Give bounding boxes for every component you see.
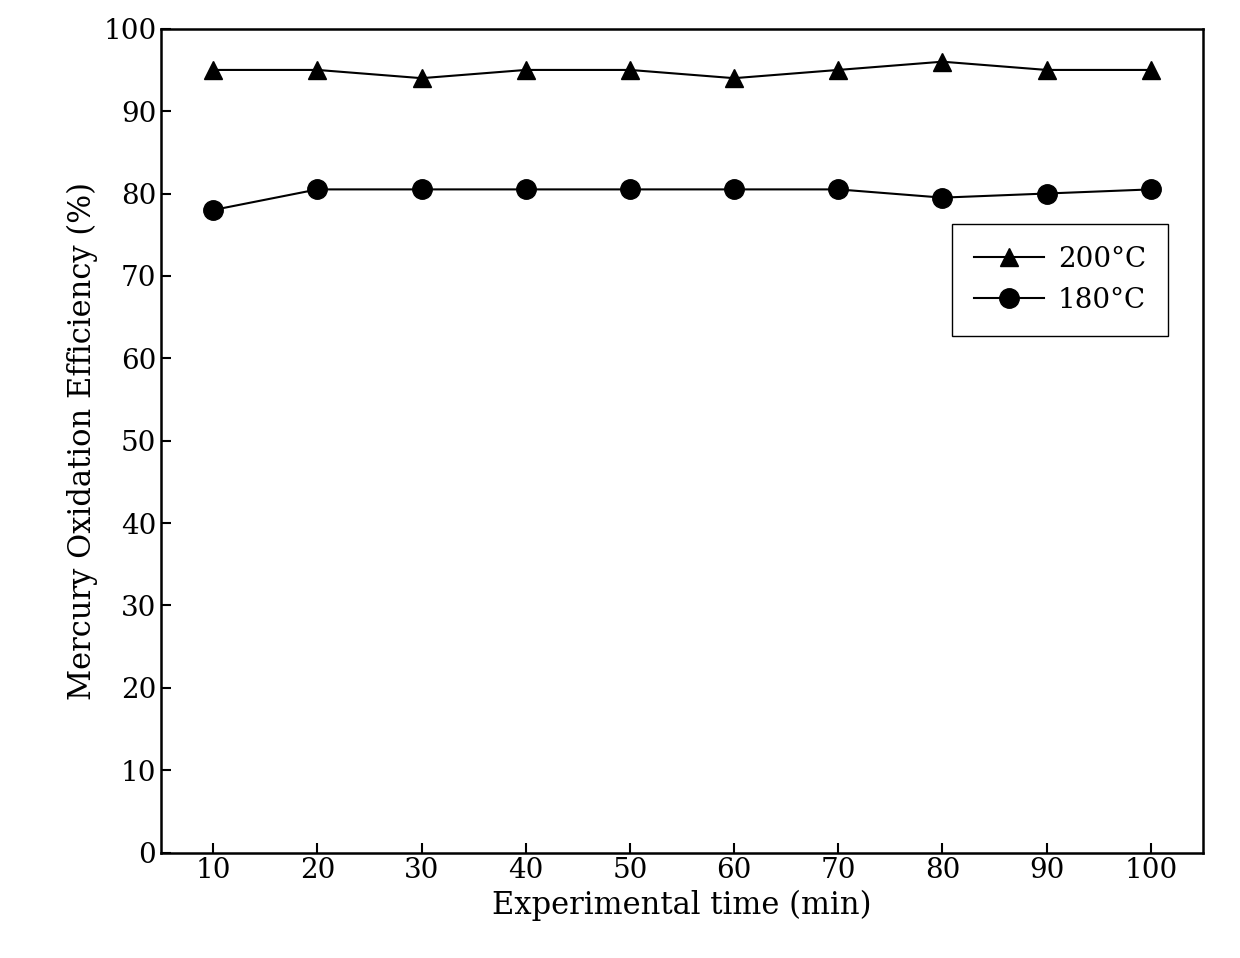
Line: 200°C: 200°C <box>205 53 1159 87</box>
X-axis label: Experimental time (min): Experimental time (min) <box>492 890 872 922</box>
180°C <box>1039 188 1054 199</box>
180°C <box>414 184 429 195</box>
200°C <box>1039 64 1054 76</box>
200°C <box>1143 64 1158 76</box>
Y-axis label: Mercury Oxidation Efficiency (%): Mercury Oxidation Efficiency (%) <box>66 182 98 699</box>
200°C <box>310 64 325 76</box>
180°C <box>935 192 950 203</box>
180°C <box>518 184 533 195</box>
200°C <box>414 73 429 84</box>
180°C <box>622 184 637 195</box>
180°C <box>206 204 221 216</box>
180°C <box>831 184 846 195</box>
180°C <box>727 184 742 195</box>
180°C <box>310 184 325 195</box>
200°C <box>622 64 637 76</box>
Legend: 200°C, 180°C: 200°C, 180°C <box>952 224 1168 336</box>
180°C <box>1143 184 1158 195</box>
200°C <box>518 64 533 76</box>
200°C <box>727 73 742 84</box>
200°C <box>831 64 846 76</box>
200°C <box>935 56 950 67</box>
Line: 180°C: 180°C <box>203 180 1161 219</box>
200°C <box>206 64 221 76</box>
